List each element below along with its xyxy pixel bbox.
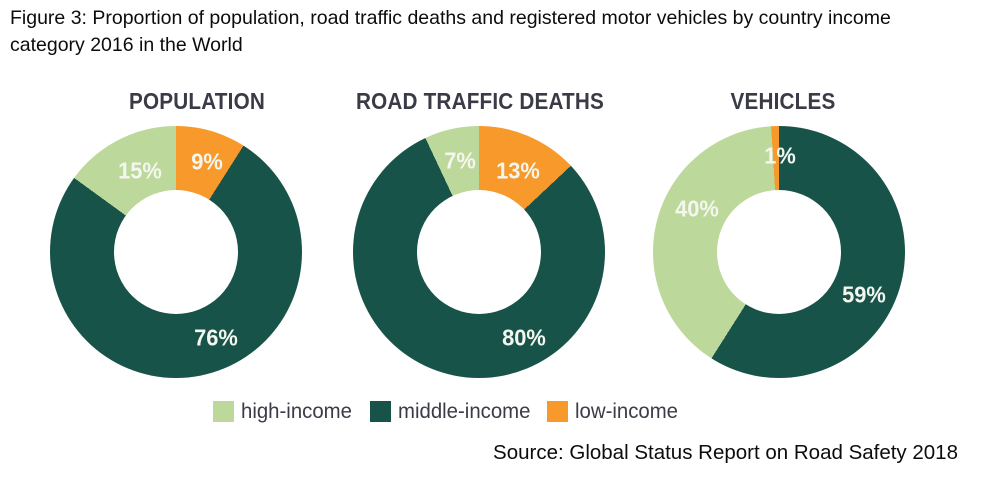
slice-label-vehicles-low-income: 1%	[764, 142, 796, 169]
legend-label-middle-income: middle-income	[398, 400, 531, 423]
slice-label-population-low-income: 9%	[191, 148, 223, 175]
legend-item-middle-income: middle-income	[370, 401, 535, 422]
chart-title-vehicles: VEHICLES	[730, 88, 836, 114]
donut-chart-population	[50, 126, 302, 378]
legend-label-low-income: low-income	[575, 400, 679, 423]
legend-swatch-middle-income	[370, 401, 391, 422]
slice-label-population-middle-income: 76%	[194, 324, 238, 351]
donut-hole	[717, 190, 841, 314]
figure-title: Figure 3: Proportion of population, road…	[10, 5, 891, 59]
figure-title-line-1: Figure 3: Proportion of population, road…	[10, 7, 891, 29]
donut-hole	[417, 190, 541, 314]
slice-label-vehicles-high-income: 40%	[675, 195, 719, 222]
slice-label-population-high-income: 15%	[118, 157, 162, 184]
slice-label-deaths-middle-income: 80%	[502, 324, 546, 351]
legend-item-high-income: high-income	[213, 401, 355, 422]
chart-title-road-traffic-deaths: ROAD TRAFFIC DEATHS	[356, 88, 604, 114]
slice-label-deaths-low-income: 13%	[496, 157, 540, 184]
legend-label-high-income: high-income	[241, 400, 352, 423]
chart-title-population: POPULATION	[129, 88, 265, 114]
legend-swatch-low-income	[547, 401, 568, 422]
figure-title-line-2: category 2016 in the World	[10, 34, 243, 56]
legend-swatch-high-income	[213, 401, 234, 422]
slice-label-vehicles-middle-income: 59%	[842, 281, 886, 308]
donut-chart-road-traffic-deaths	[353, 126, 605, 378]
legend-item-low-income: low-income	[547, 401, 681, 422]
source-note: Source: Global Status Report on Road Saf…	[493, 441, 958, 464]
slice-label-deaths-high-income: 7%	[444, 147, 476, 174]
donut-hole	[114, 190, 238, 314]
donut-chart-vehicles	[653, 126, 905, 378]
